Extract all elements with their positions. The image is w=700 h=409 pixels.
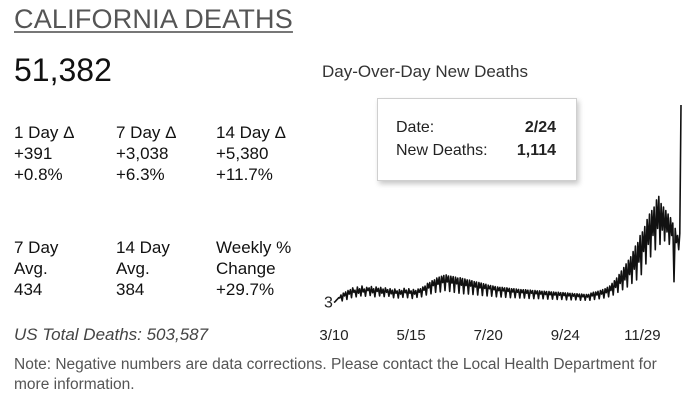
stat-weekly-change: Weekly % Change +29.7% xyxy=(216,237,291,300)
tooltip-date-value: 2/24 xyxy=(524,119,556,136)
page-title: CALIFORNIA DEATHS xyxy=(14,4,293,34)
stat-14day: 14 Day Δ +5,380 +11.7% xyxy=(216,122,286,185)
stat-label-2: Change xyxy=(216,259,276,278)
stat-label-2: Avg. xyxy=(14,259,48,278)
stat-value: +3,038 xyxy=(116,144,169,163)
stat-sub: +6.3% xyxy=(116,165,165,184)
tooltip-deaths-label: New Deaths: xyxy=(396,142,488,159)
total-deaths: 51,382 xyxy=(14,52,112,88)
us-total-deaths: US Total Deaths: 503,587 xyxy=(14,325,209,344)
stat-label: 14 Day Δ xyxy=(216,123,286,142)
stat-label: 14 Day xyxy=(116,238,170,257)
chart-title: Day-Over-Day New Deaths xyxy=(322,62,528,81)
stat-label: Weekly % xyxy=(216,238,292,257)
data-annotation: 3 xyxy=(324,294,333,311)
chart-tooltip: Date: 2/24 New Deaths: 1,114 xyxy=(377,98,577,181)
x-tick-label: 5/15 xyxy=(396,327,425,344)
x-tick-label: 3/10 xyxy=(319,327,348,344)
stat-value: +391 xyxy=(14,144,53,163)
x-tick-label: 9/24 xyxy=(551,327,580,344)
stat-value: +5,380 xyxy=(216,144,269,163)
stat-label: 7 Day xyxy=(14,238,59,257)
stat-7day: 7 Day Δ +3,038 +6.3% xyxy=(116,122,177,185)
stat-1day: 1 Day Δ +391 +0.8% xyxy=(14,122,75,185)
x-tick-label: 7/20 xyxy=(474,327,503,344)
data-note: Note: Negative numbers are data correcti… xyxy=(14,356,657,393)
tooltip-date-label: Date: xyxy=(396,119,435,136)
stat-label-2: Avg. xyxy=(116,259,150,278)
stat-label: 1 Day Δ xyxy=(14,123,75,142)
stat-sub: +11.7% xyxy=(216,165,273,184)
stat-value: 384 xyxy=(116,280,145,299)
stat-sub: +0.8% xyxy=(14,165,63,184)
stat-value: +29.7% xyxy=(216,280,275,299)
stat-14day-avg: 14 Day Avg. 384 xyxy=(116,237,170,300)
stat-label: 7 Day Δ xyxy=(116,123,177,142)
tooltip-deaths-value: 1,114 xyxy=(516,142,556,159)
stat-7day-avg: 7 Day Avg. 434 xyxy=(14,237,58,300)
series-line-new-deaths[interactable] xyxy=(333,104,682,304)
stat-value: 434 xyxy=(14,280,43,299)
x-tick-label: 11/29 xyxy=(624,327,660,344)
